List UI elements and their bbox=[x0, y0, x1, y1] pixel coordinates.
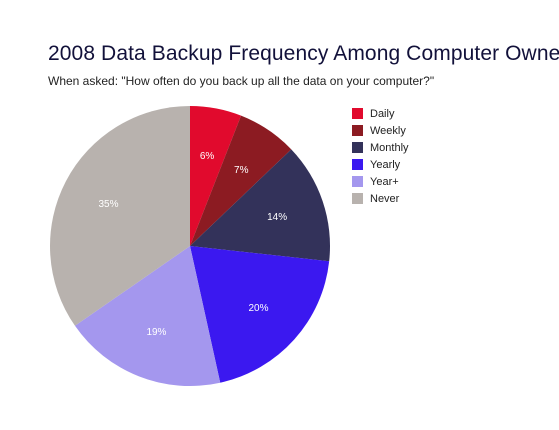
legend-item: Yearly bbox=[352, 156, 409, 173]
legend-label: Monthly bbox=[370, 141, 409, 154]
slice-label: 35% bbox=[98, 199, 118, 210]
legend-swatch bbox=[352, 193, 363, 204]
pie-slice-yearly bbox=[190, 246, 330, 383]
pie-slice-never bbox=[50, 105, 191, 326]
legend-swatch bbox=[352, 159, 363, 170]
legend-swatch bbox=[352, 108, 363, 119]
pie-slice-year bbox=[74, 246, 221, 386]
chart-subtitle: When asked: "How often do you back up al… bbox=[48, 74, 435, 88]
slice-label: 19% bbox=[146, 327, 166, 338]
legend-label: Yearly bbox=[370, 158, 401, 171]
legend-swatch bbox=[352, 176, 363, 187]
chart-title: 2008 Data Backup Frequency Among Compute… bbox=[48, 42, 559, 65]
legend-label: Weekly bbox=[370, 124, 406, 137]
legend-item: Monthly bbox=[352, 139, 409, 156]
legend-swatch bbox=[352, 142, 363, 153]
legend-label: Year+ bbox=[370, 175, 399, 188]
slice-label: 6% bbox=[200, 151, 215, 162]
pie-slice-weekly bbox=[190, 115, 292, 246]
chart-legend: Daily Weekly Monthly Yearly Year+ Never bbox=[352, 105, 409, 207]
legend-item: Year+ bbox=[352, 173, 409, 190]
slice-label: 20% bbox=[248, 303, 268, 314]
slice-label: 7% bbox=[234, 165, 249, 176]
pie-slice-daily bbox=[190, 106, 242, 246]
legend-item: Never bbox=[352, 190, 409, 207]
slice-label: 14% bbox=[267, 212, 287, 223]
legend-item: Daily bbox=[352, 105, 409, 122]
legend-swatch bbox=[352, 125, 363, 136]
pie-slice-monthly bbox=[190, 149, 330, 262]
legend-label: Never bbox=[370, 192, 400, 205]
legend-label: Daily bbox=[370, 107, 395, 120]
legend-item: Weekly bbox=[352, 122, 409, 139]
